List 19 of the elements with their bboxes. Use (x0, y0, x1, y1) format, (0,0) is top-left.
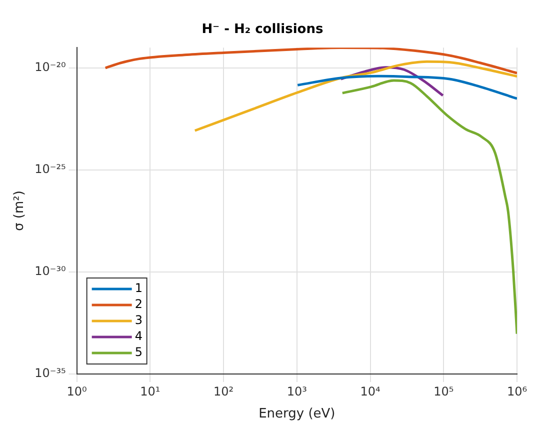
y-tick-label: 10⁻³⁰ (34, 264, 66, 278)
x-tick-label: 10⁰ (66, 384, 88, 398)
y-tick-label: 10⁻²⁰ (34, 60, 66, 74)
legend-label: 5 (134, 345, 142, 360)
x-tick-label: 10³ (286, 384, 308, 398)
x-axis-title: Energy (eV) (258, 406, 336, 422)
chart-title: H⁻ - H₂ collisions (202, 22, 324, 38)
x-tick-label: 10⁴ (360, 384, 380, 398)
legend-label: 4 (134, 329, 142, 344)
y-axis-title: σ (m²) (12, 190, 28, 231)
x-tick-label: 10¹ (140, 384, 160, 398)
y-tick-label: 10⁻³⁵ (34, 366, 66, 380)
x-tick-label: 10⁵ (434, 384, 454, 398)
x-tick-label: 10² (214, 384, 234, 398)
legend-label: 1 (134, 281, 142, 296)
x-tick-label: 10⁶ (506, 384, 528, 398)
legend-label: 3 (134, 313, 142, 328)
y-tick-label: 10⁻²⁵ (34, 162, 66, 176)
legend-label: 2 (134, 297, 142, 312)
